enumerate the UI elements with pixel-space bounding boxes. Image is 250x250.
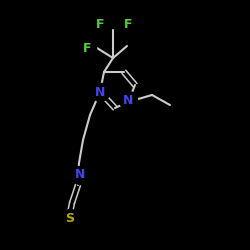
Text: F: F [83,42,91,54]
Text: N: N [75,168,85,181]
Text: S: S [66,212,74,224]
Text: N: N [95,86,105,98]
Text: F: F [124,18,132,32]
Text: N: N [123,94,133,106]
Text: F: F [96,18,104,32]
